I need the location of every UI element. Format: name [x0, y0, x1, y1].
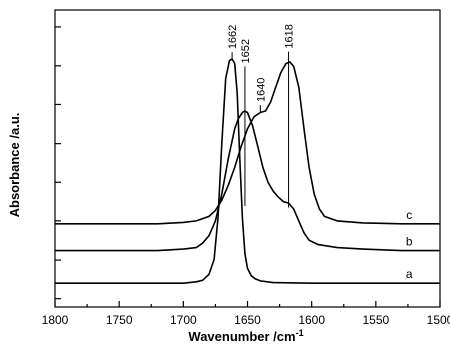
x-tick-label-3: 1650 — [234, 313, 261, 327]
curve-label-a: a — [406, 267, 413, 281]
curve-b — [55, 110, 440, 252]
x-axis-title: Wavenumber /cm-1 — [188, 328, 303, 344]
peak-label-1640: 1640 — [255, 78, 267, 102]
peak-label-1662: 1662 — [227, 25, 239, 49]
curve-a — [55, 57, 440, 284]
curve-label-c: c — [406, 208, 412, 222]
x-tick-label-0: 1800 — [42, 313, 69, 327]
x-axis-title-superscript: -1 — [296, 328, 304, 338]
curve-c — [55, 61, 440, 225]
curve-label-b: b — [406, 235, 413, 249]
x-tick-label-2: 1700 — [170, 313, 197, 327]
peak-label-1618: 1618 — [284, 24, 296, 48]
peak-label-1652: 1652 — [240, 39, 252, 63]
x-tick-label-5: 1550 — [362, 313, 389, 327]
x-tick-label-4: 1600 — [298, 313, 325, 327]
x-tick-label-1: 1750 — [106, 313, 133, 327]
x-axis-title-base: Wavenumber /cm — [188, 329, 295, 344]
y-axis-title: Absorbance /a.u. — [7, 113, 22, 218]
x-tick-label-6: 1500 — [427, 313, 450, 327]
